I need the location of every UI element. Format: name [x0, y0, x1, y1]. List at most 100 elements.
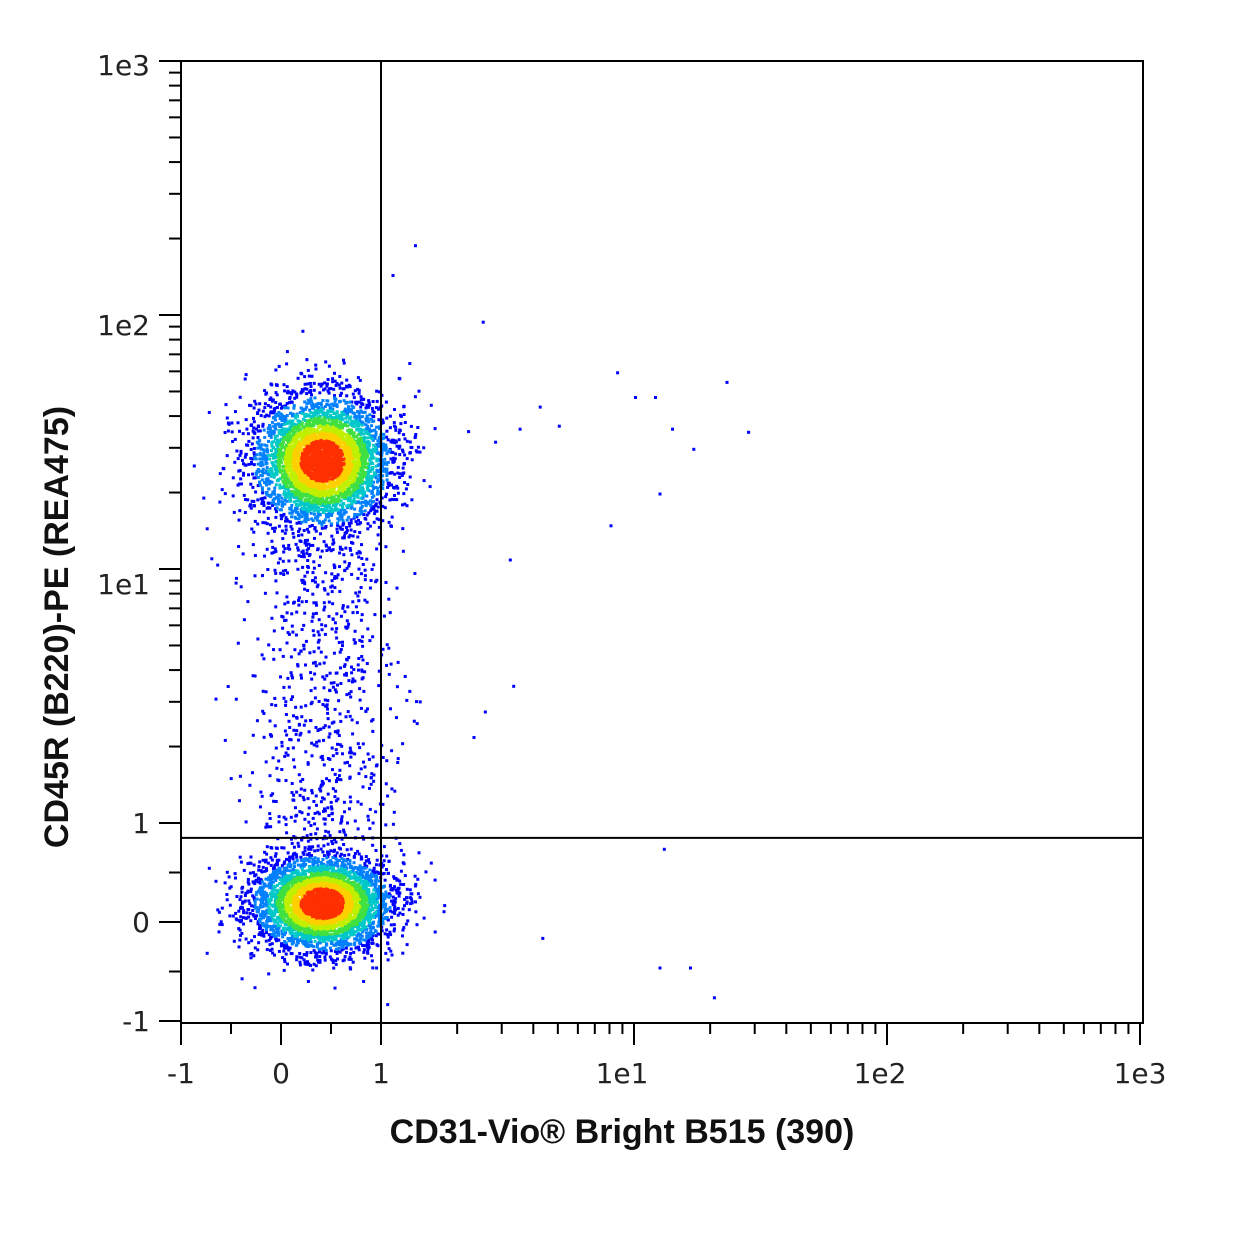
event-point: [363, 862, 367, 866]
event-point: [391, 451, 395, 454]
event-point: [299, 477, 303, 481]
event-point: [388, 884, 392, 888]
event-point: [279, 425, 283, 428]
event-point: [290, 511, 294, 515]
event-point: [338, 394, 342, 397]
event-point: [338, 487, 342, 491]
event-point: [315, 493, 319, 497]
event-point: [309, 856, 313, 860]
event-point: [264, 877, 268, 881]
event-point: [369, 434, 373, 438]
event-point: [253, 899, 257, 903]
event-point: [366, 522, 370, 526]
event-point: [291, 531, 295, 535]
event-point: [354, 520, 358, 524]
event-point: [358, 940, 362, 944]
event-point: [373, 450, 377, 454]
event-point: [257, 907, 261, 911]
event-point: [345, 526, 348, 529]
event-point: [408, 475, 412, 479]
event-point: [276, 496, 280, 500]
event-point: [340, 445, 344, 449]
event-point: [290, 855, 294, 859]
event-point: [410, 899, 414, 903]
event-point: [277, 410, 281, 414]
event-point: [351, 419, 355, 423]
event-point: [242, 462, 245, 466]
event-point: [291, 429, 294, 433]
event-point: [333, 575, 337, 578]
event-point: [391, 910, 395, 914]
event-point: [284, 516, 288, 520]
event-point: [355, 435, 359, 439]
event-point: [280, 446, 284, 450]
event-point: [309, 462, 313, 466]
event-point: [375, 389, 379, 393]
event-point: [385, 429, 389, 433]
event-point: [414, 433, 418, 436]
event-point: [381, 885, 385, 889]
event-point: [364, 423, 368, 427]
event-point: [342, 958, 346, 962]
event-point: [297, 424, 301, 428]
event-point: [252, 447, 256, 450]
event-point: [403, 481, 407, 484]
event-point: [254, 490, 258, 494]
event-point: [325, 382, 329, 386]
event-point: [278, 477, 282, 481]
event-point: [331, 407, 335, 411]
event-point: [337, 417, 341, 421]
event-point: [261, 467, 265, 471]
event-point: [315, 945, 319, 949]
event-point: [290, 480, 294, 484]
event-point: [387, 947, 391, 951]
event-point: [241, 458, 244, 462]
event-point: [278, 443, 282, 447]
event-point: [409, 424, 413, 428]
event-point: [247, 473, 250, 477]
event-point: [253, 946, 257, 950]
event-point: [252, 863, 256, 867]
event-point: [401, 907, 405, 911]
event-point: [353, 493, 357, 497]
event-point: [337, 434, 341, 438]
event-point: [318, 470, 322, 474]
event-point: [321, 438, 325, 442]
event-point: [408, 440, 412, 444]
event-point: [290, 400, 294, 404]
event-point: [267, 972, 271, 976]
event-point: [328, 449, 332, 453]
event-point: [338, 950, 342, 954]
event-point: [311, 495, 315, 498]
event-point: [356, 458, 360, 462]
event-point: [359, 501, 363, 505]
event-point: [365, 500, 369, 504]
event-point: [289, 464, 293, 468]
event-point: [311, 415, 315, 418]
event-point: [297, 534, 300, 538]
event-point: [329, 849, 333, 853]
event-point: [270, 539, 274, 543]
event-point: [261, 858, 265, 862]
event-point: [329, 957, 333, 961]
event-point: [354, 465, 358, 469]
event-point: [271, 420, 274, 424]
event-point: [375, 870, 379, 874]
event-point: [361, 493, 365, 497]
event-point: [359, 512, 363, 516]
event-point: [352, 442, 356, 446]
event-point: [353, 507, 357, 511]
event-point: [258, 451, 262, 455]
event-point: [393, 909, 397, 913]
event-point: [245, 427, 249, 431]
event-point: [240, 890, 244, 894]
event-point: [307, 530, 311, 534]
event-point: [349, 480, 353, 484]
event-point: [372, 871, 376, 875]
event-point: [360, 543, 363, 547]
event-point: [300, 407, 304, 411]
event-point: [335, 418, 339, 422]
event-point: [342, 512, 346, 515]
event-point: [331, 431, 335, 435]
event-point: [303, 960, 307, 964]
